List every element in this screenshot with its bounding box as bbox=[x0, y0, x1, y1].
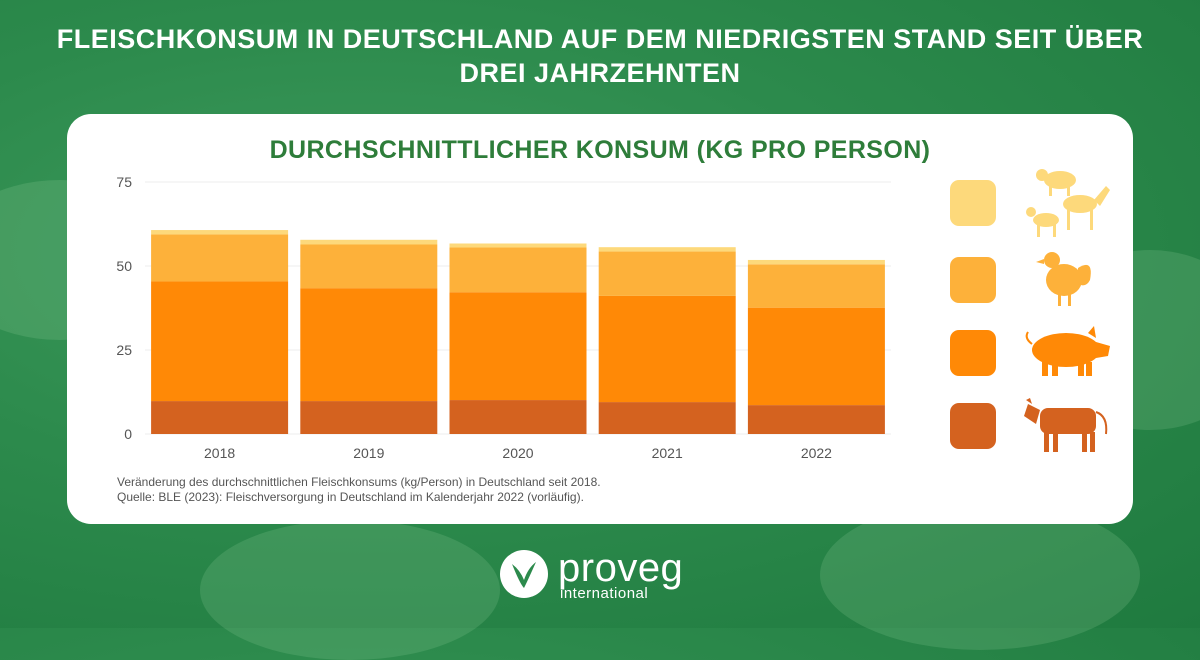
logo-wordmark: proveg bbox=[558, 546, 684, 590]
bar-segment-2020-2 bbox=[449, 247, 587, 293]
bar-segment-2020-3 bbox=[449, 243, 587, 248]
pig-icon bbox=[1025, 326, 1110, 376]
stacked-bar-chart: 0 25 50 75 2018 2019 2020 2021 2022 bbox=[116, 174, 891, 461]
caption-description: Veränderung des durchschnittlichen Fleis… bbox=[117, 475, 601, 489]
x-tick-label: 2018 bbox=[204, 445, 235, 461]
y-tick-label: 25 bbox=[116, 342, 132, 358]
headline: FLEISCHKONSUM IN DEUTSCHLAND AUF DEM NIE… bbox=[0, 22, 1200, 90]
sheep-goat-horse-icon bbox=[1026, 169, 1110, 237]
bar-segment-2019-3 bbox=[300, 239, 438, 245]
bar-segment-2019-2 bbox=[300, 244, 438, 289]
bar-segment-2019-0 bbox=[300, 401, 438, 434]
legend-swatch-pig bbox=[950, 330, 996, 376]
background-leaf bbox=[820, 500, 1140, 650]
bar-segment-2021-2 bbox=[598, 251, 736, 296]
bar-segment-2018-1 bbox=[151, 281, 289, 402]
y-tick-label: 75 bbox=[116, 174, 132, 190]
bar-segment-2021-0 bbox=[598, 402, 736, 434]
x-tick-label: 2022 bbox=[801, 445, 832, 461]
headline-line-2: DREI JAHRZEHNTEN bbox=[459, 58, 741, 88]
bar-segment-2021-3 bbox=[598, 247, 736, 252]
chart-card: DURCHSCHNITTLICHER KONSUM (KG PRO PERSON… bbox=[67, 114, 1133, 524]
bar-segment-2018-0 bbox=[151, 401, 289, 434]
bar-segment-2019-1 bbox=[300, 288, 438, 402]
legend-swatch-chicken bbox=[950, 257, 996, 303]
bar-segment-2021-1 bbox=[598, 295, 736, 403]
x-tick-label: 2019 bbox=[353, 445, 384, 461]
legend-swatch-cow bbox=[950, 403, 996, 449]
bar-segment-2022-2 bbox=[747, 264, 885, 308]
bar-segment-2018-2 bbox=[151, 234, 289, 282]
background-leaf bbox=[200, 520, 500, 660]
bar-segment-2022-1 bbox=[747, 307, 885, 406]
y-tick-label: 0 bbox=[124, 426, 132, 442]
cow-icon bbox=[1024, 398, 1108, 452]
chart-caption: Veränderung des durchschnittlichen Fleis… bbox=[117, 475, 601, 505]
bar-segment-2020-1 bbox=[449, 292, 587, 401]
chart-title: DURCHSCHNITTLICHER KONSUM (KG PRO PERSON… bbox=[269, 136, 931, 164]
x-tick-label: 2021 bbox=[652, 445, 683, 461]
legend-swatch-sheep-goat-horse bbox=[950, 180, 996, 226]
headline-line-1: FLEISCHKONSUM IN DEUTSCHLAND AUF DEM NIE… bbox=[56, 24, 1144, 54]
bar-segment-2022-3 bbox=[747, 259, 885, 265]
chicken-icon bbox=[1036, 252, 1091, 306]
proveg-logo: proveg international bbox=[500, 546, 720, 608]
proveg-v-leaf-logo-icon bbox=[500, 550, 548, 598]
x-tick-label: 2020 bbox=[502, 445, 533, 461]
bar-segment-2020-0 bbox=[449, 400, 587, 434]
caption-source: Quelle: BLE (2023): Fleischversorgung in… bbox=[117, 490, 584, 504]
bar-segment-2018-3 bbox=[151, 230, 289, 235]
bar-segment-2022-0 bbox=[747, 405, 885, 434]
y-tick-label: 50 bbox=[116, 258, 132, 274]
logo-subtitle: international bbox=[560, 585, 649, 602]
